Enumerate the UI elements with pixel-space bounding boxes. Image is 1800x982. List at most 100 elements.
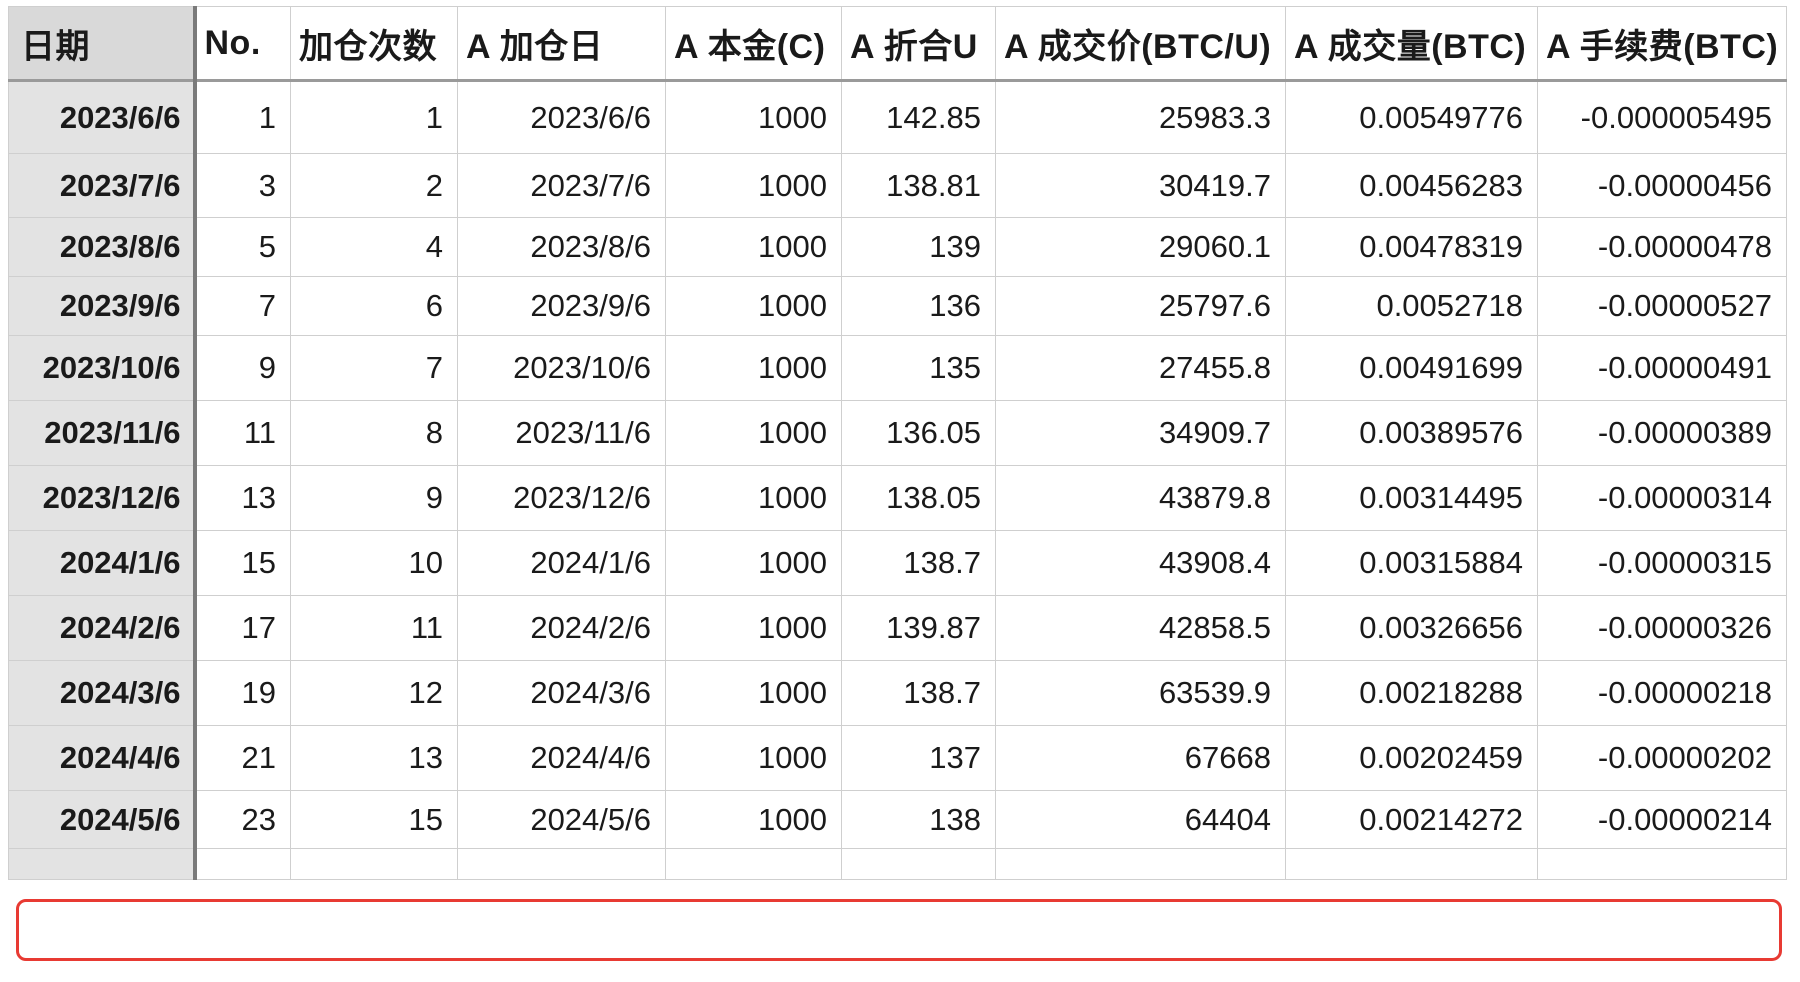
- empty-cell[interactable]: [1537, 848, 1787, 880]
- row-add-count-cell[interactable]: 11: [290, 595, 458, 661]
- table-row[interactable]: 2023/6/6 1 1 2023/6/6 1000 142.85 25983.3 0.005…: [8, 80, 1787, 154]
- row-volume-cell[interactable]: 0.00218288: [1285, 660, 1538, 726]
- row-principal-cell[interactable]: 1000: [665, 153, 842, 218]
- row-principal-cell[interactable]: 1000: [665, 465, 842, 531]
- row-add-date-cell[interactable]: 2024/5/6: [457, 790, 666, 849]
- empty-cell[interactable]: [194, 848, 291, 880]
- row-fee-cell[interactable]: -0.00000491: [1537, 335, 1787, 401]
- column-header-add-count[interactable]: 加仓次数: [290, 6, 458, 82]
- row-price-cell[interactable]: 43879.8: [995, 465, 1286, 531]
- row-fee-cell[interactable]: -0.00000315: [1537, 530, 1787, 596]
- row-principal-cell[interactable]: 1000: [665, 725, 842, 791]
- row-usdt-cell[interactable]: 142.85: [841, 80, 996, 154]
- row-add-count-cell[interactable]: 15: [290, 790, 458, 849]
- row-date-cell[interactable]: 2024/1/6: [8, 530, 197, 596]
- column-header-date[interactable]: 日期: [8, 6, 197, 82]
- table-row[interactable]: 2023/10/6 9 7 2023/10/6 1000 135 27455.8 0.0049…: [8, 335, 1787, 401]
- column-header-usdt[interactable]: A 折合U: [841, 6, 996, 82]
- row-principal-cell[interactable]: 1000: [665, 530, 842, 596]
- row-price-cell[interactable]: 25797.6: [995, 276, 1286, 336]
- column-header-no[interactable]: No.: [194, 6, 291, 82]
- row-add-date-cell[interactable]: 2024/4/6: [457, 725, 666, 791]
- table-row[interactable]: 2023/7/6 3 2 2023/7/6 1000 138.81 30419.7 0.004…: [8, 153, 1787, 218]
- column-header-principal[interactable]: A 本金(C): [665, 6, 842, 82]
- row-date-cell[interactable]: 2024/5/6: [8, 790, 197, 849]
- empty-cell[interactable]: [841, 848, 996, 880]
- row-no-cell[interactable]: 7: [194, 276, 291, 336]
- row-principal-cell[interactable]: 1000: [665, 80, 842, 154]
- row-price-cell[interactable]: 27455.8: [995, 335, 1286, 401]
- row-price-cell[interactable]: 64404: [995, 790, 1286, 849]
- row-add-date-cell[interactable]: 2024/1/6: [457, 530, 666, 596]
- row-usdt-cell[interactable]: 136: [841, 276, 996, 336]
- empty-cell[interactable]: [290, 848, 458, 880]
- empty-cell[interactable]: [8, 848, 197, 880]
- row-add-date-cell[interactable]: 2023/12/6: [457, 465, 666, 531]
- row-fee-cell[interactable]: -0.00000314: [1537, 465, 1787, 531]
- row-add-count-cell[interactable]: 8: [290, 400, 458, 466]
- row-fee-cell[interactable]: -0.00000456: [1537, 153, 1787, 218]
- row-usdt-cell[interactable]: 136.05: [841, 400, 996, 466]
- row-volume-cell[interactable]: 0.00202459: [1285, 725, 1538, 791]
- row-price-cell[interactable]: 34909.7: [995, 400, 1286, 466]
- row-usdt-cell[interactable]: 137: [841, 725, 996, 791]
- row-no-cell[interactable]: 11: [194, 400, 291, 466]
- row-principal-cell[interactable]: 1000: [665, 595, 842, 661]
- table-row[interactable]: 2023/8/6 5 4 2023/8/6 1000 139 29060.1 0.004783…: [8, 217, 1787, 277]
- table-row[interactable]: 2024/1/6 15 10 2024/1/6 1000 138.7 43908.4 0.00…: [8, 530, 1787, 596]
- row-no-cell[interactable]: 1: [194, 80, 291, 154]
- row-volume-cell[interactable]: 0.00491699: [1285, 335, 1538, 401]
- row-add-count-cell[interactable]: 10: [290, 530, 458, 596]
- row-principal-cell[interactable]: 1000: [665, 400, 842, 466]
- row-fee-cell[interactable]: -0.000005495: [1537, 80, 1787, 154]
- row-usdt-cell[interactable]: 139.87: [841, 595, 996, 661]
- row-date-cell[interactable]: 2023/12/6: [8, 465, 197, 531]
- row-no-cell[interactable]: 23: [194, 790, 291, 849]
- row-add-count-cell[interactable]: 2: [290, 153, 458, 218]
- row-add-date-cell[interactable]: 2023/8/6: [457, 217, 666, 277]
- row-add-date-cell[interactable]: 2023/10/6: [457, 335, 666, 401]
- row-price-cell[interactable]: 25983.3: [995, 80, 1286, 154]
- row-add-count-cell[interactable]: 13: [290, 725, 458, 791]
- row-add-date-cell[interactable]: 2024/2/6: [457, 595, 666, 661]
- row-no-cell[interactable]: 21: [194, 725, 291, 791]
- column-header-volume[interactable]: A 成交量(BTC): [1285, 6, 1538, 82]
- empty-cell[interactable]: [665, 848, 842, 880]
- table-row[interactable]: 2023/11/6 11 8 2023/11/6 1000 136.05 34909.7 0.…: [8, 400, 1787, 466]
- row-volume-cell[interactable]: 0.00314495: [1285, 465, 1538, 531]
- row-no-cell[interactable]: 13: [194, 465, 291, 531]
- row-volume-cell[interactable]: 0.00478319: [1285, 217, 1538, 277]
- table-row[interactable]: 2024/2/6 17 11 2024/2/6 1000 139.87 42858.5 0.0…: [8, 595, 1787, 661]
- row-usdt-cell[interactable]: 138: [841, 790, 996, 849]
- row-volume-cell[interactable]: 0.0052718: [1285, 276, 1538, 336]
- row-add-date-cell[interactable]: 2024/3/6: [457, 660, 666, 726]
- row-volume-cell[interactable]: 0.00549776: [1285, 80, 1538, 154]
- row-volume-cell[interactable]: 0.00456283: [1285, 153, 1538, 218]
- row-volume-cell[interactable]: 0.00389576: [1285, 400, 1538, 466]
- row-principal-cell[interactable]: 1000: [665, 790, 842, 849]
- row-no-cell[interactable]: 3: [194, 153, 291, 218]
- row-fee-cell[interactable]: -0.00000218: [1537, 660, 1787, 726]
- row-date-cell[interactable]: 2023/8/6: [8, 217, 197, 277]
- row-price-cell[interactable]: 63539.9: [995, 660, 1286, 726]
- row-date-cell[interactable]: 2024/4/6: [8, 725, 197, 791]
- column-header-fee[interactable]: A 手续费(BTC): [1537, 6, 1787, 82]
- row-add-count-cell[interactable]: 12: [290, 660, 458, 726]
- row-fee-cell[interactable]: -0.00000478: [1537, 217, 1787, 277]
- row-usdt-cell[interactable]: 138.81: [841, 153, 996, 218]
- row-add-date-cell[interactable]: 2023/11/6: [457, 400, 666, 466]
- empty-cell[interactable]: [457, 848, 666, 880]
- row-no-cell[interactable]: 15: [194, 530, 291, 596]
- row-fee-cell[interactable]: -0.00000214: [1537, 790, 1787, 849]
- column-header-price[interactable]: A 成交价(BTC/U): [995, 6, 1286, 82]
- row-add-count-cell[interactable]: 4: [290, 217, 458, 277]
- row-principal-cell[interactable]: 1000: [665, 660, 842, 726]
- row-fee-cell[interactable]: -0.00000527: [1537, 276, 1787, 336]
- row-date-cell[interactable]: 2023/7/6: [8, 153, 197, 218]
- row-principal-cell[interactable]: 1000: [665, 335, 842, 401]
- table-row[interactable]: 2024/4/6 21 13 2024/4/6 1000 137 67668 0.002024…: [8, 725, 1787, 791]
- row-usdt-cell[interactable]: 135: [841, 335, 996, 401]
- row-date-cell[interactable]: 2024/3/6: [8, 660, 197, 726]
- table-row[interactable]: 2023/12/6 13 9 2023/12/6 1000 138.05 43879.8 0.…: [8, 465, 1787, 531]
- row-usdt-cell[interactable]: 138.7: [841, 530, 996, 596]
